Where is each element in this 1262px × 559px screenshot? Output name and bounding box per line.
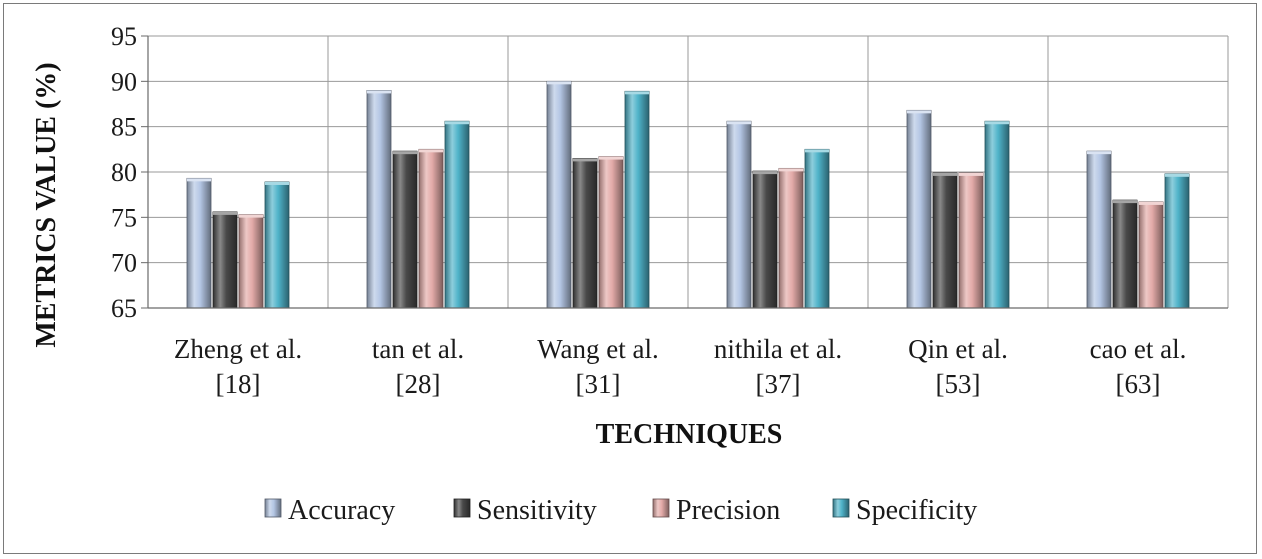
bar-cap: [625, 91, 649, 95]
y-tick-label: 85: [111, 113, 137, 142]
bar-cap: [573, 158, 597, 162]
category-label-line2: [18]: [216, 369, 261, 399]
bar-specificity-3: [804, 148, 830, 309]
bar-accuracy-3: [726, 120, 752, 309]
legend-label-accuracy: Accuracy: [288, 495, 395, 526]
bar-cap: [1113, 200, 1137, 204]
y-tick-label: 70: [111, 249, 137, 278]
axes: [141, 35, 1228, 309]
bar-cap: [265, 181, 289, 185]
bar-cap: [1139, 201, 1163, 205]
category-label-line1: Zheng et al.: [174, 334, 302, 364]
bar-cap: [367, 90, 391, 94]
bar-accuracy-0: [186, 177, 212, 309]
category-label-line1: Qin et al.: [908, 334, 1008, 364]
bar-specificity-2: [624, 90, 650, 309]
y-tick-label: 75: [111, 203, 137, 232]
bar-cap: [239, 214, 263, 218]
bar-cap: [727, 121, 751, 125]
bar-cap: [805, 149, 829, 153]
bar-specificity-0: [264, 181, 290, 309]
category-label-line2: [53]: [936, 369, 981, 399]
bar-cap: [187, 178, 211, 182]
bar-cap: [779, 168, 803, 172]
bar-cap: [213, 211, 237, 215]
bar-cap: [985, 121, 1009, 125]
bar-precision-0: [238, 214, 264, 309]
legend-swatch-specificity: [832, 498, 850, 518]
y-tick-label: 90: [111, 67, 137, 96]
bar-precision-1: [418, 148, 444, 309]
legend-swatch-sensitivity: [453, 498, 471, 518]
bar-accuracy-2: [546, 80, 572, 309]
x-category-labels: Zheng et al. [18] tan et al. [28] Wang et al…: [174, 334, 1186, 399]
bars: [186, 80, 1190, 309]
legend-label-precision: Precision: [676, 495, 780, 526]
bar-cap: [933, 172, 957, 176]
bar-accuracy-5: [1086, 150, 1112, 309]
legend-swatch-precision: [652, 498, 670, 518]
category-label-line2: [37]: [756, 369, 801, 399]
y-tick-label: 95: [111, 22, 137, 51]
bar-cap: [419, 149, 443, 153]
legend-label-sensitivity: Sensitivity: [477, 495, 597, 526]
bar-sensitivity-3: [752, 170, 778, 309]
bar-precision-2: [598, 156, 624, 309]
bar-sensitivity-0: [212, 211, 238, 309]
category-label-line2: [28]: [396, 369, 441, 399]
category-label-line1: nithila et al.: [714, 334, 842, 364]
y-tick-labels: 65 70 75 80 85 90 95: [111, 22, 137, 323]
category-label-line1: cao et al.: [1090, 334, 1187, 364]
bar-precision-4: [958, 172, 984, 309]
bar-cap: [599, 156, 623, 160]
bar-cap: [959, 172, 983, 176]
bar-specificity-5: [1164, 173, 1190, 309]
category-label-line2: [31]: [576, 369, 621, 399]
bar-cap: [547, 81, 571, 85]
bar-sensitivity-1: [392, 150, 418, 309]
bar-sensitivity-4: [932, 172, 958, 309]
legend-swatch-accuracy: [264, 498, 282, 518]
legend: Accuracy Sensitivity Precision Specificity: [264, 495, 977, 526]
bar-sensitivity-2: [572, 157, 598, 309]
bar-precision-5: [1138, 201, 1164, 309]
bar-cap: [393, 151, 417, 155]
y-axis-title: METRICS VALUE (%): [31, 62, 62, 347]
legend-label-specificity: Specificity: [856, 495, 977, 526]
bar-cap: [1165, 173, 1189, 177]
bar-specificity-4: [984, 120, 1010, 309]
bar-precision-3: [778, 167, 804, 309]
x-axis-title: TECHNIQUES: [596, 419, 783, 450]
category-label-line1: tan et al.: [372, 334, 464, 364]
category-label-line2: [63]: [1116, 369, 1161, 399]
bar-sensitivity-5: [1112, 199, 1138, 309]
bar-cap: [1087, 151, 1111, 155]
bar-cap: [907, 110, 931, 114]
grid-lines: [147, 35, 1229, 309]
bar-cap: [445, 121, 469, 125]
bar-accuracy-1: [366, 90, 392, 309]
y-tick-label: 65: [111, 294, 137, 323]
y-tick-label: 80: [111, 158, 137, 187]
category-label-line1: Wang et al.: [537, 334, 659, 364]
bar-specificity-1: [444, 120, 470, 309]
bar-cap: [753, 171, 777, 175]
bar-accuracy-4: [906, 109, 932, 309]
